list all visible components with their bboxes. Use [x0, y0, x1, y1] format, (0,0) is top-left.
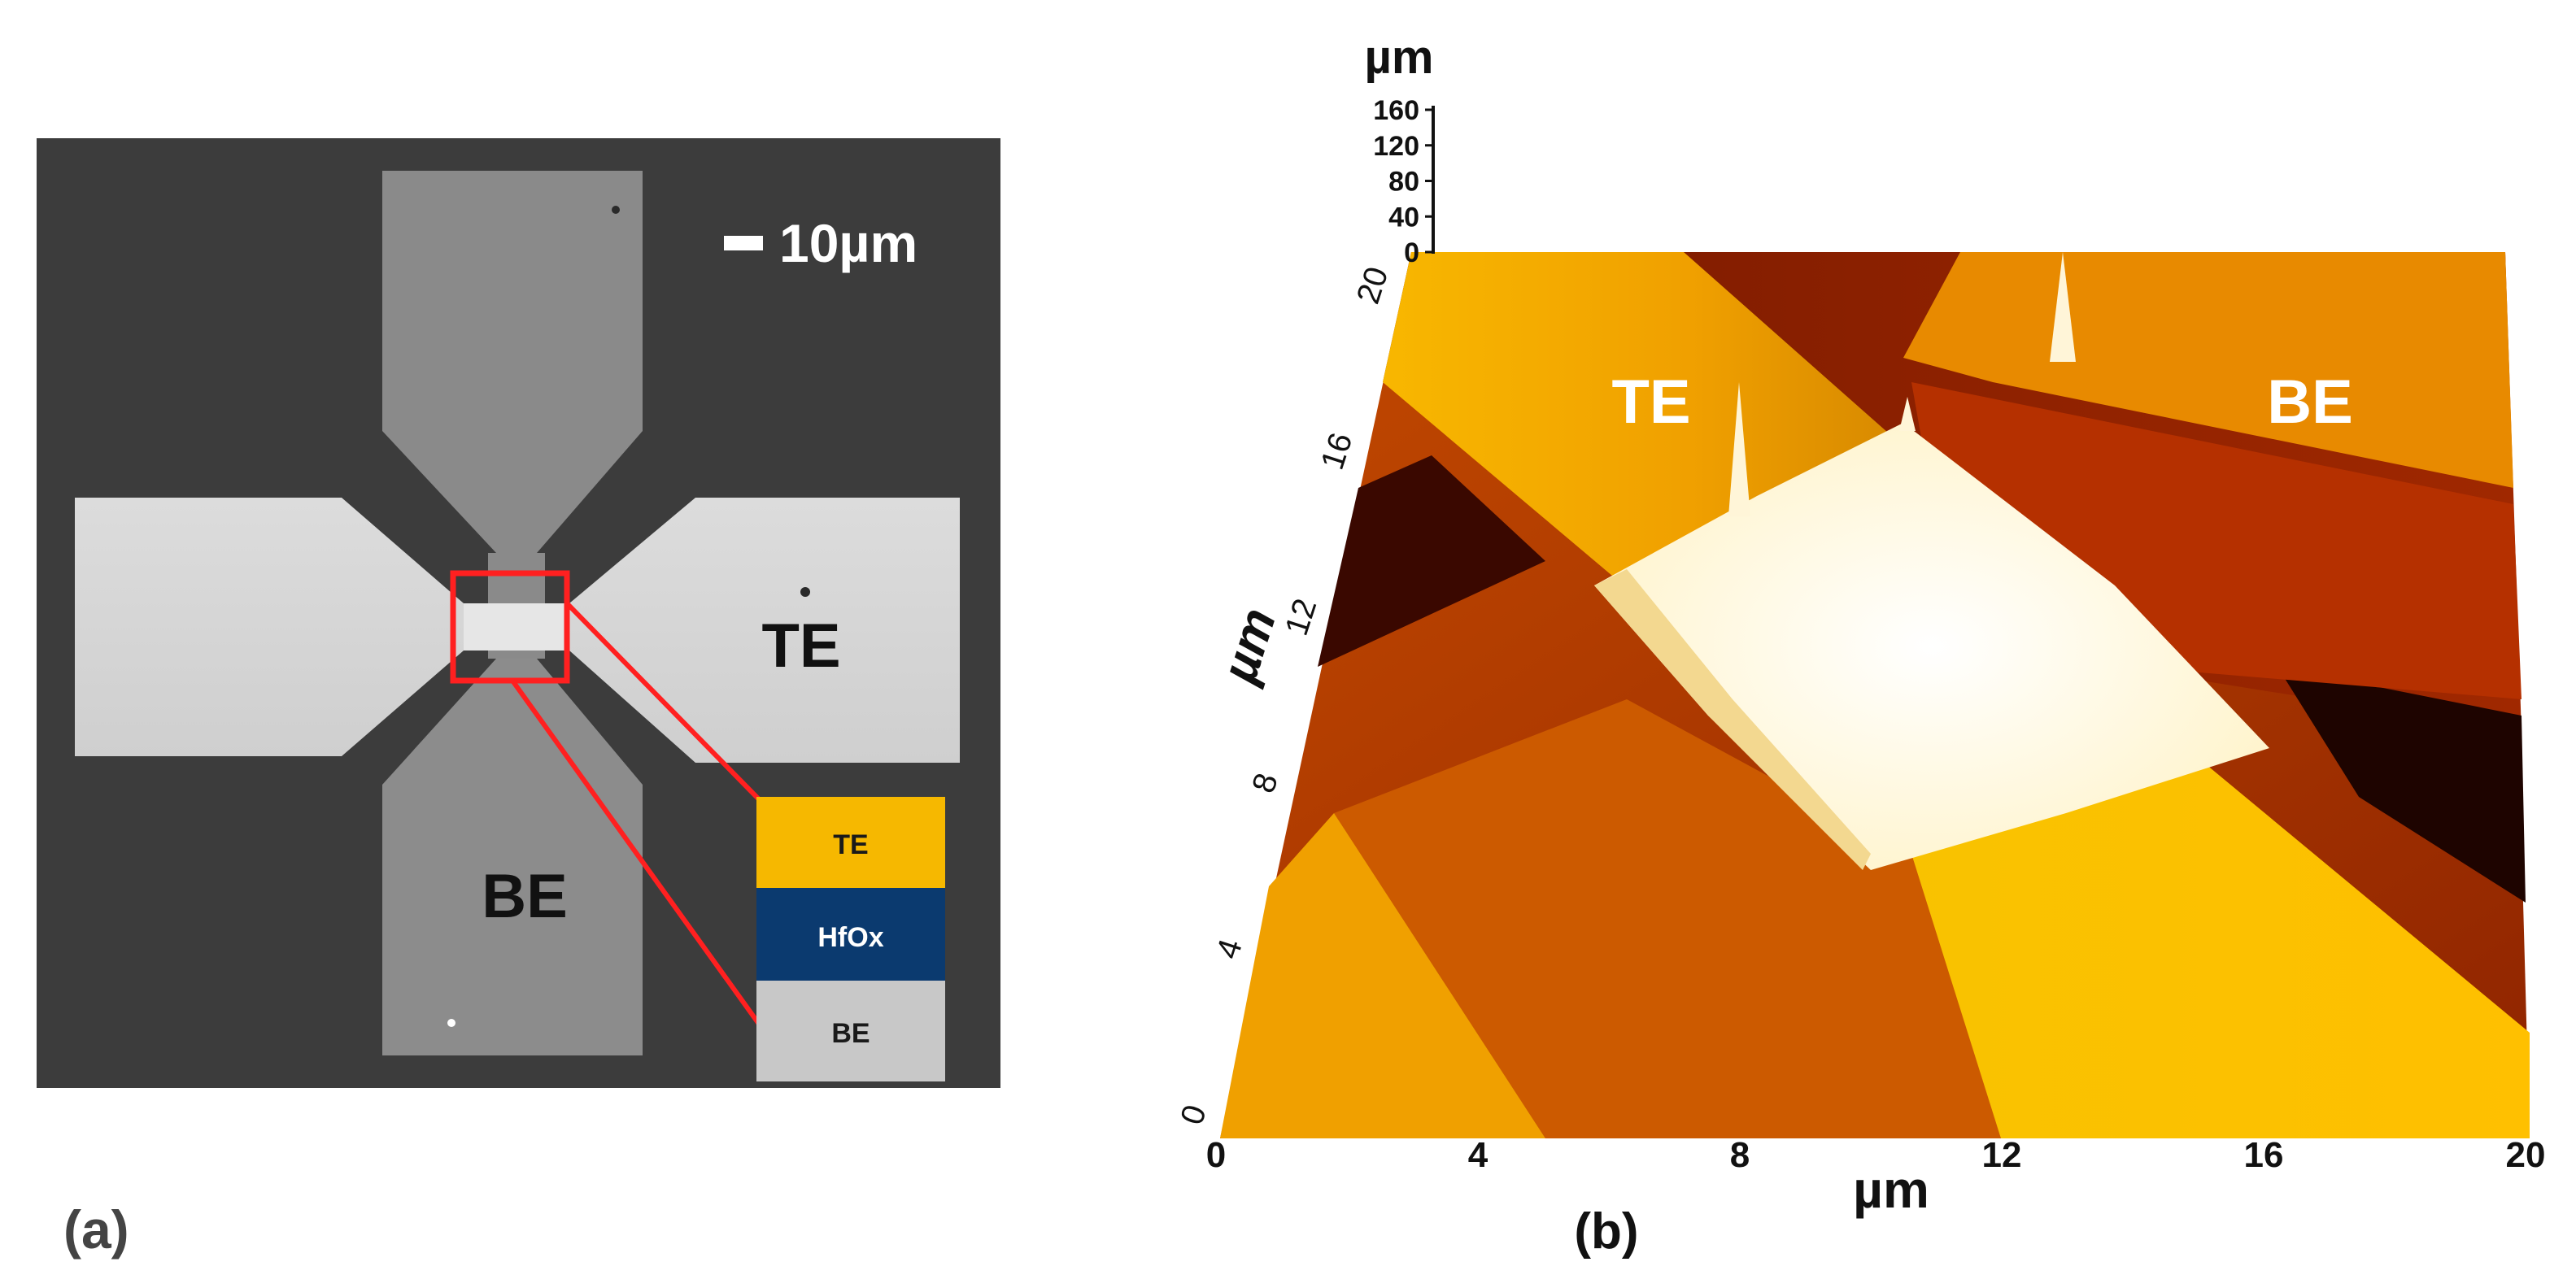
afm-te-label: TE	[1611, 368, 1690, 437]
x-axis-ticks: 0 4 8 12 16 20	[1206, 1135, 2546, 1175]
x-axis-tick-label: 8	[1730, 1135, 1750, 1175]
x-axis-tick-label: 16	[2244, 1135, 2284, 1175]
x-axis-tick-label: 4	[1468, 1135, 1489, 1175]
afm-be-label: BE	[2267, 368, 2353, 437]
x-axis-tick-label: 20	[2506, 1135, 2546, 1175]
afm-front-left	[1220, 813, 1545, 1138]
y-axis-tick-label: 0	[1174, 1101, 1214, 1129]
scale-bar-label: 10µm	[779, 213, 918, 273]
be-electrode-top-pad	[382, 171, 643, 553]
te-pad-label: TE	[761, 611, 840, 681]
z-axis-tick-label: 160	[1373, 95, 1419, 126]
afm-shadow-right	[2277, 667, 2526, 903]
x-axis: 0 4 8 12 16 20 µm	[1206, 1135, 2546, 1219]
te-electrode-right-pad	[569, 498, 960, 763]
stack-hfox-label: HfOx	[817, 922, 883, 953]
afm-spike	[2050, 252, 2076, 362]
y-axis-tick-label: 12	[1279, 594, 1324, 640]
y-axis-label: µm	[1210, 602, 1287, 691]
speck	[612, 206, 620, 214]
afm-te-band-lower	[1871, 756, 2530, 1138]
afm-be-band-lower	[1334, 699, 2001, 1138]
zoom-line-bottom	[510, 679, 763, 1028]
panel-a-label: (a)	[63, 1199, 129, 1260]
y-axis-tick-label: 16	[1314, 429, 1360, 474]
z-axis: µm 160 120 80 40 0	[1365, 31, 1435, 268]
x-axis-label: µm	[1853, 1160, 1929, 1219]
y-axis-tick-label: 8	[1245, 769, 1285, 798]
z-axis-tick-label: 80	[1388, 167, 1419, 198]
stack-hfox-layer	[756, 888, 945, 981]
z-axis-label: µm	[1365, 31, 1434, 84]
z-axis-tick-label: 0	[1404, 237, 1419, 268]
afm-spike	[1728, 382, 1750, 516]
stack-be-label: BE	[831, 1018, 870, 1049]
afm-junction-edge	[1594, 569, 1871, 870]
stack-te-label: TE	[833, 829, 868, 860]
x-axis-tick-label: 12	[1982, 1135, 2022, 1175]
be-electrode-bottom-pad	[382, 659, 643, 1055]
panel-a: TE HfOx BE TE BE 10µm (a)	[37, 138, 1000, 1260]
speck	[800, 587, 810, 597]
stack-be-layer	[756, 981, 945, 1081]
afm-be-band-mid	[1911, 382, 2522, 699]
te-strip	[464, 603, 569, 651]
te-electrode-left-pad	[75, 498, 464, 756]
zoom-line-top	[564, 601, 763, 803]
panel-b: TE BE µm 160 120 80 40 0 µm 0 4 8 12 16 20 0 4 8 12 1…	[1174, 31, 2545, 1260]
panel-b-label: (b)	[1574, 1203, 1638, 1260]
z-axis-tick-label: 40	[1388, 202, 1419, 233]
afm-spike	[1899, 397, 1916, 431]
afm-shadow-left	[1318, 455, 1545, 667]
y-axis-tick-label: 4	[1210, 935, 1249, 964]
z-axis-tick-label: 120	[1373, 131, 1419, 162]
device-highlight-box	[450, 570, 570, 684]
y-axis-tick-label: 20	[1350, 263, 1396, 308]
stack-te-layer	[756, 797, 945, 888]
scale-bar	[724, 236, 763, 250]
speck	[447, 1019, 455, 1027]
be-pad-label: BE	[482, 862, 568, 931]
z-axis-ticks: 160 120 80 40 0	[1373, 95, 1433, 268]
x-axis-tick-label: 0	[1206, 1135, 1226, 1175]
